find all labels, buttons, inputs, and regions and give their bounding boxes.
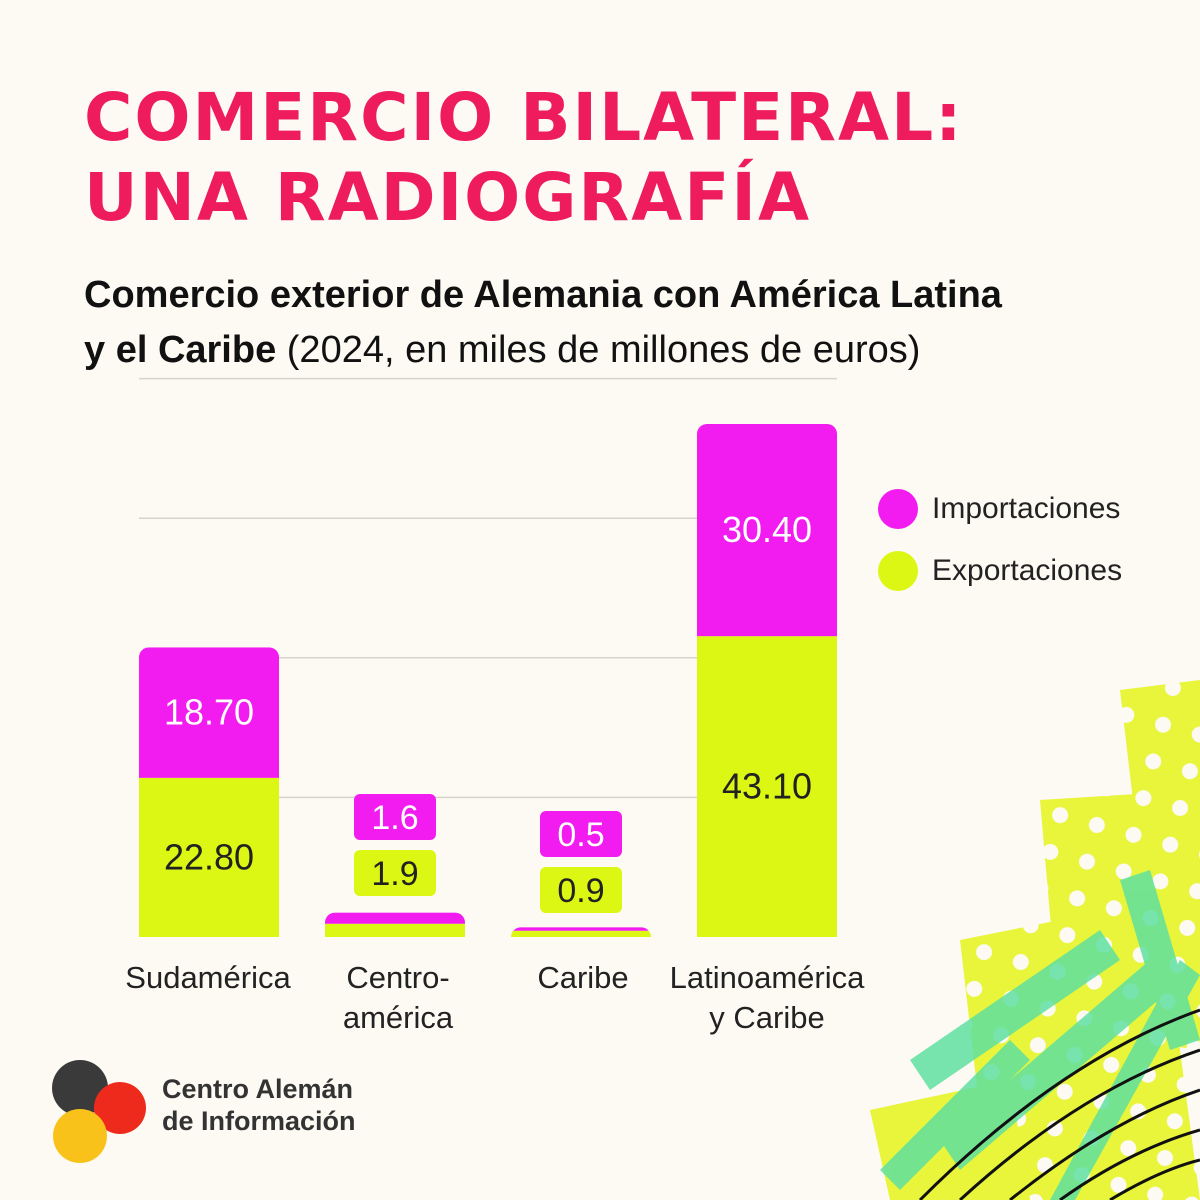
value-label-importaciones-sudamerica: 18.70 [164,692,254,733]
value-label-exportaciones-sudamerica: 22.80 [164,836,254,877]
bar-exportaciones-latinoamerica-y-caribe [697,636,837,937]
bar-group-sudamerica: 22.80 18.70 [139,647,279,937]
badge-exportaciones-caribe [540,867,622,913]
badge-importaciones-caribe [540,811,622,857]
category-label-sudamerica: Sudamérica [125,960,291,995]
logo-line-1: Centro Alemán [162,1074,354,1104]
value-label-importaciones-caribe: 0.5 [557,816,604,854]
legend-item-exportaciones: Exportaciones [878,540,1122,602]
logo-dot-gold [53,1109,107,1163]
subtitle-bold-1: Comercio exterior de Alemania con Améric… [84,274,1002,316]
legend-swatch-exportaciones [878,551,918,591]
title-line-1: COMERCIO BILATERAL: [84,79,964,156]
bar-group-caribe [511,927,651,937]
logo-text: Centro Alemán de Información [162,1073,356,1137]
bar-exportaciones-sudamerica [139,777,279,937]
logo-dot-black [52,1060,108,1116]
value-label-importaciones-latinoamerica-y-caribe: 30.40 [722,509,812,550]
bar-exportaciones-caribe [511,930,651,937]
page-title: COMERCIO BILATERAL: UNA RADIOGRAFÍA [84,78,964,238]
legend-label-exportaciones: Exportaciones [932,554,1123,587]
bar-importaciones-caribe [511,927,651,931]
category-label-centroamerica: Centro- américa [342,960,454,1035]
bar-importaciones-sudamerica [139,647,279,778]
legend-item-importaciones: Importaciones [878,478,1122,540]
logo-mark [52,1060,146,1163]
badge-importaciones-centro-america [354,794,436,840]
legend-swatch-importaciones [878,489,918,529]
value-label-exportaciones-latinoamerica-y-caribe: 43.10 [722,766,812,807]
bar-group-centro-america [325,912,465,937]
bar-exportaciones-centro-america [325,923,465,937]
logo-line-2: de Información [162,1106,356,1136]
title-line-2: UNA RADIOGRAFÍA [84,159,812,236]
legend-label-importaciones: Importaciones [932,492,1121,525]
value-label-exportaciones-caribe: 0.9 [557,872,604,910]
category-label-caribe: Caribe [537,960,629,995]
badge-exportaciones-centro-america [354,850,436,896]
bar-group-latinoamerica-y-caribe: 43.10 30.40 [697,423,837,937]
value-label-exportaciones-centro-america: 1.9 [371,855,418,893]
category-label-latam-caribe: Latinoamérica y Caribe [669,960,865,1035]
subtitle-regular: (2024, en miles de millones de euros) [276,329,921,371]
subtitle-bold-2: y el Caribe [84,329,277,371]
bar-importaciones-centro-america [325,912,465,924]
green-stripes [880,870,1200,1200]
logo-dot-red [94,1082,146,1134]
bar-importaciones-latinoamerica-y-caribe [697,423,837,637]
chart-subtitle: Comercio exterior de Alemania con Améric… [84,268,1164,378]
value-label-importaciones-centro-america: 1.6 [371,799,418,837]
black-scribbles [918,1008,1200,1200]
chart-legend: Importaciones Exportaciones [878,478,1122,602]
